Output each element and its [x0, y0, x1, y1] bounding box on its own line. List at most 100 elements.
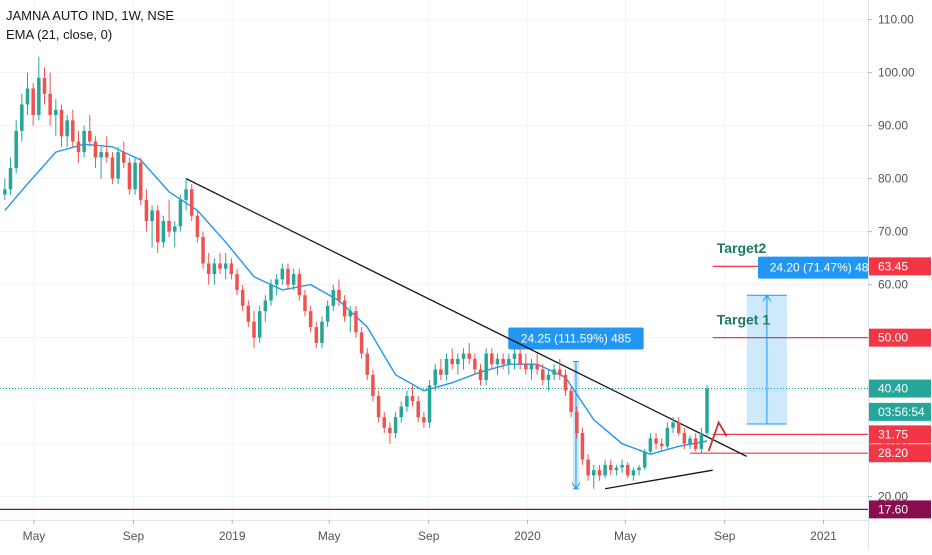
- candle-2018-04-30[interactable]: [31, 88, 35, 116]
- candle-2020-06-29[interactable]: [671, 422, 675, 428]
- candle-2020-06-22[interactable]: [665, 427, 670, 447]
- trendline-downtrend[interactable]: [185, 178, 747, 457]
- price-label-bg[interactable]: [869, 379, 931, 398]
- candle-2020-04-27[interactable]: [620, 464, 624, 468]
- candle-2019-05-13[interactable]: [337, 289, 341, 301]
- candle-2020-03-09[interactable]: [580, 433, 585, 460]
- price-label-50-00[interactable]: 50.00: [878, 331, 908, 345]
- candle-2020-01-13[interactable]: [535, 364, 539, 370]
- candle-2018-12-24[interactable]: [223, 263, 228, 269]
- price-label-bg[interactable]: [869, 444, 931, 463]
- candle-2019-12-23[interactable]: [518, 353, 522, 365]
- candle-2019-06-03[interactable]: [354, 311, 358, 333]
- candle-2019-04-22[interactable]: [320, 321, 324, 343]
- candle-2020-04-20[interactable]: [614, 467, 619, 471]
- candle-2019-12-09[interactable]: [507, 358, 511, 365]
- symbol-title[interactable]: JAMNA AUTO IND, 1W, NSE: [6, 8, 175, 23]
- candle-2019-01-14[interactable]: [240, 289, 245, 306]
- price-label-17-60[interactable]: 17.60: [878, 502, 908, 516]
- candle-2019-02-18[interactable]: [269, 284, 273, 301]
- candle-2019-03-04[interactable]: [280, 268, 285, 280]
- price-label-bg[interactable]: [869, 402, 931, 421]
- candle-2019-02-11[interactable]: [263, 300, 268, 312]
- candle-2020-06-01[interactable]: [648, 438, 653, 452]
- candle-2019-05-27[interactable]: [348, 311, 353, 317]
- candle-2019-07-22[interactable]: [393, 417, 398, 434]
- candle-2018-10-29[interactable]: [178, 199, 183, 227]
- candle-2019-08-05[interactable]: [405, 395, 409, 407]
- candle-2019-11-25[interactable]: [495, 358, 500, 365]
- candle-2019-04-15[interactable]: [314, 327, 319, 343]
- candle-2019-09-02[interactable]: [427, 385, 432, 423]
- candle-2018-12-10[interactable]: [212, 263, 217, 275]
- price-label-28-20[interactable]: 28.20: [878, 446, 908, 460]
- candle-2019-01-07[interactable]: [235, 274, 239, 290]
- candle-2020-06-08[interactable]: [654, 438, 658, 444]
- candle-2019-05-06[interactable]: [331, 289, 336, 306]
- candle-2020-05-04[interactable]: [625, 464, 630, 476]
- candle-2018-09-17[interactable]: [144, 199, 149, 222]
- price-label-bg[interactable]: [869, 328, 931, 347]
- candle-2019-11-04[interactable]: [478, 369, 483, 381]
- candle-2020-07-13[interactable]: [682, 433, 687, 444]
- price-label-31-75[interactable]: 31.75: [878, 427, 908, 441]
- candle-2019-04-01[interactable]: [303, 295, 307, 312]
- candle-2020-03-16[interactable]: [586, 459, 590, 476]
- candle-2020-03-02[interactable]: [575, 411, 579, 434]
- candle-2019-06-10[interactable]: [359, 332, 364, 354]
- candle-2019-06-17[interactable]: [365, 353, 370, 375]
- candle-2019-03-18[interactable]: [291, 274, 296, 285]
- candle-2019-09-09[interactable]: [433, 369, 437, 386]
- candle-2020-03-23[interactable]: [592, 470, 596, 476]
- candle-2019-07-01[interactable]: [376, 395, 381, 418]
- candle-2020-07-20[interactable]: [688, 438, 692, 444]
- candle-2019-10-28[interactable]: [473, 358, 477, 370]
- price-label-bg[interactable]: [869, 257, 931, 276]
- candle-2020-04-13[interactable]: [608, 464, 613, 471]
- indicator-label[interactable]: EMA (21, close, 0): [6, 27, 113, 42]
- annotation-target2[interactable]: Target2: [717, 240, 767, 256]
- candle-2019-10-21[interactable]: [467, 353, 471, 359]
- candle-2018-06-18[interactable]: [71, 120, 75, 142]
- candle-2020-05-11[interactable]: [631, 470, 636, 476]
- candle-2018-11-26[interactable]: [201, 236, 205, 264]
- breakout-arrow[interactable]: [707, 420, 728, 452]
- candle-2020-08-03[interactable]: [699, 433, 704, 449]
- candle-2018-10-22[interactable]: [172, 226, 177, 232]
- candle-2019-01-21[interactable]: [246, 305, 251, 322]
- candle-2020-02-10[interactable]: [558, 369, 562, 375]
- price-label-03-56-54[interactable]: 03:56:54: [878, 405, 925, 419]
- candle-2020-06-15[interactable]: [659, 443, 664, 447]
- candle-2018-07-16[interactable]: [93, 141, 98, 158]
- range-label-bg-decline-range[interactable]: [508, 327, 644, 350]
- price-label-bg[interactable]: [869, 500, 931, 519]
- range-label-projection-range[interactable]: 24.20 (71.47%) 484: [770, 261, 876, 275]
- candle-2018-11-19[interactable]: [195, 215, 200, 237]
- candle-2018-08-20[interactable]: [122, 152, 126, 163]
- candle-2019-08-12[interactable]: [410, 395, 415, 402]
- candle-2019-02-25[interactable]: [274, 279, 279, 285]
- candle-2018-07-09[interactable]: [88, 130, 92, 142]
- candle-2019-10-07[interactable]: [456, 358, 460, 365]
- candle-2018-09-03[interactable]: [133, 162, 137, 190]
- candle-2020-01-06[interactable]: [529, 364, 534, 370]
- candle-2018-06-11[interactable]: [65, 120, 69, 137]
- candle-2019-05-20[interactable]: [342, 300, 347, 317]
- candle-2020-01-27[interactable]: [546, 374, 551, 381]
- candle-2019-09-30[interactable]: [450, 358, 454, 365]
- price-label-bg[interactable]: [869, 425, 931, 444]
- candle-2018-08-06[interactable]: [110, 157, 115, 179]
- candle-2018-07-30[interactable]: [105, 152, 109, 158]
- candle-2020-05-18[interactable]: [637, 467, 641, 471]
- candle-2018-04-02[interactable]: [8, 168, 13, 190]
- candle-2018-08-13[interactable]: [116, 152, 120, 179]
- candle-2019-12-30[interactable]: [524, 364, 528, 370]
- candle-2018-07-23[interactable]: [99, 152, 103, 158]
- candle-2020-02-03[interactable]: [552, 369, 556, 375]
- ema-line[interactable]: [4, 143, 708, 456]
- candle-2020-02-24[interactable]: [569, 390, 573, 412]
- range-label-decline-range[interactable]: 24.25 (111.59%) 485: [521, 332, 632, 346]
- candle-2018-07-02[interactable]: [82, 130, 86, 153]
- candle-2018-05-14[interactable]: [42, 77, 47, 94]
